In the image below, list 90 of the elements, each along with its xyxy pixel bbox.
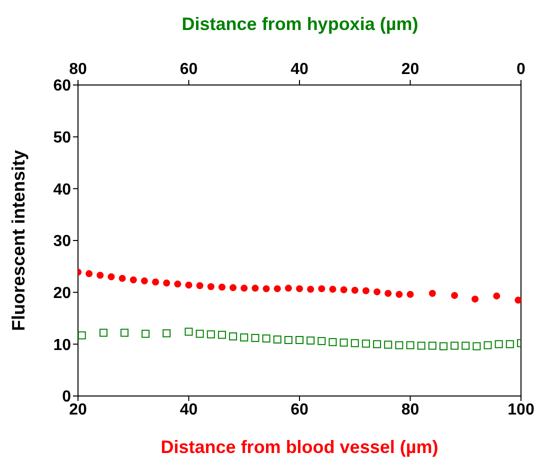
- point: [428, 342, 436, 350]
- x-axis-title: Distance from blood vessel (µm): [160, 437, 438, 457]
- x-tick-label: 20: [69, 401, 87, 418]
- x-tick-label: 80: [401, 401, 420, 418]
- point: [118, 274, 126, 282]
- y-tick-label: 20: [53, 285, 72, 302]
- y-tick-label: 40: [53, 181, 72, 198]
- x-tick-label: 60: [290, 401, 308, 418]
- point: [218, 330, 226, 339]
- point: [251, 334, 260, 342]
- point: [99, 328, 108, 337]
- point: [163, 280, 170, 287]
- point: [428, 290, 436, 297]
- point: [362, 340, 370, 348]
- x2-tick-label: 20: [401, 61, 420, 78]
- x2-axis-title: Distance from hypoxia (µm): [180, 14, 420, 35]
- point: [108, 273, 115, 280]
- point: [252, 284, 259, 292]
- point: [184, 328, 193, 336]
- point: [78, 331, 86, 340]
- point: [328, 338, 337, 346]
- x-tick-label: 100: [508, 401, 534, 418]
- point: [230, 284, 237, 292]
- y-tick-label: 30: [53, 233, 72, 250]
- point: [185, 282, 192, 289]
- point: [472, 296, 479, 303]
- y-axis-title: Fluorescent intensity: [8, 150, 28, 332]
- point: [296, 285, 303, 292]
- point: [284, 336, 292, 344]
- point: [406, 290, 414, 298]
- point: [196, 282, 204, 290]
- point: [451, 292, 458, 299]
- point: [86, 270, 93, 278]
- point: [329, 286, 336, 293]
- point: [506, 340, 514, 348]
- x2-tick-label: 40: [290, 61, 308, 78]
- y-tick-label: 50: [53, 130, 72, 147]
- point: [514, 296, 521, 304]
- point: [374, 288, 381, 296]
- point: [484, 341, 492, 350]
- point: [162, 329, 171, 338]
- point: [351, 286, 358, 294]
- point: [318, 337, 326, 346]
- point: [207, 283, 214, 290]
- point: [450, 342, 459, 350]
- point: [395, 341, 404, 350]
- point: [240, 333, 248, 342]
- point: [494, 340, 503, 348]
- point: [340, 338, 348, 347]
- x2-tick-label: 60: [180, 61, 198, 78]
- point: [306, 336, 315, 345]
- point: [218, 284, 226, 291]
- point: [96, 272, 104, 279]
- x2-tick-label: 0: [516, 61, 526, 78]
- y-tick-label: 0: [62, 388, 72, 406]
- point: [296, 336, 304, 344]
- y-tick-label: 10: [53, 336, 72, 354]
- point: [362, 287, 370, 294]
- point: [140, 277, 148, 284]
- point: [273, 336, 282, 344]
- point: [274, 285, 281, 292]
- point: [396, 290, 403, 298]
- point: [262, 285, 270, 292]
- point: [229, 332, 238, 340]
- point: [340, 286, 348, 294]
- point: [284, 284, 292, 292]
- point: [318, 285, 326, 292]
- point: [240, 284, 248, 292]
- point: [262, 334, 270, 342]
- point: [120, 328, 129, 337]
- point: [384, 290, 392, 297]
- point: [493, 292, 500, 300]
- point: [130, 276, 137, 284]
- point: [174, 280, 182, 288]
- point: [206, 330, 215, 338]
- point: [384, 340, 392, 349]
- point: [406, 341, 414, 350]
- point: [350, 339, 359, 348]
- y-tick-label: 60: [53, 78, 72, 95]
- x2-tick-label: 80: [69, 61, 87, 78]
- point: [307, 286, 314, 293]
- point: [462, 342, 470, 350]
- point: [196, 330, 204, 338]
- point: [152, 278, 160, 286]
- point: [373, 340, 382, 348]
- x-tick-label: 40: [180, 401, 198, 418]
- point: [142, 330, 150, 338]
- point: [417, 342, 426, 350]
- point: [439, 342, 448, 350]
- point: [472, 342, 481, 350]
